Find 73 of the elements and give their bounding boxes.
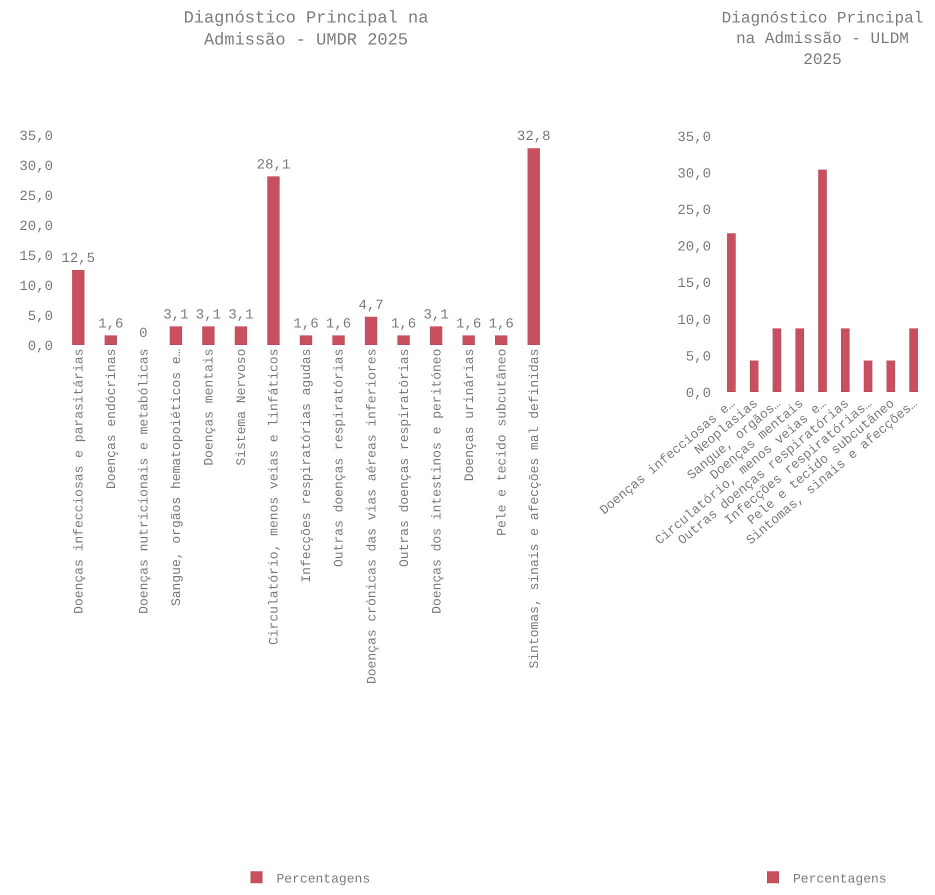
chart-title: Diagnóstico Principal na Admissão - ULDM 2025 bbox=[722, 9, 924, 69]
bar bbox=[840, 328, 850, 392]
x-tick-label: Infecções respiratórias agudas bbox=[299, 348, 314, 583]
data-label: 1,6 bbox=[326, 316, 352, 332]
y-tick-label: 0,0 bbox=[686, 386, 711, 402]
data-label: 1,6 bbox=[390, 316, 416, 332]
x-tick-label: Doenças dos intestinos e peritóneo bbox=[429, 348, 444, 614]
y-tick-label: 5,0 bbox=[686, 349, 711, 366]
y-tick-label: 30,0 bbox=[19, 158, 53, 175]
bar bbox=[750, 360, 758, 392]
y-tick-label: 5,0 bbox=[28, 308, 53, 325]
bar bbox=[332, 335, 345, 345]
y-tick-label: 0,0 bbox=[28, 338, 53, 355]
y-tick-label: 15,0 bbox=[677, 276, 711, 292]
y-tick-label: 35,0 bbox=[19, 128, 53, 145]
y-tick-label: 10,0 bbox=[19, 278, 53, 295]
bar bbox=[430, 326, 442, 345]
bar bbox=[72, 270, 84, 345]
x-tick-label: Outras doenças respiratórias bbox=[396, 348, 412, 568]
bar bbox=[495, 335, 508, 345]
y-tick-label: 30,0 bbox=[677, 166, 711, 182]
x-tick-label: Circulatório, menos veias e linfáticos bbox=[266, 348, 282, 646]
bar bbox=[300, 335, 312, 345]
bar bbox=[886, 360, 896, 392]
bar bbox=[170, 326, 182, 345]
y-tick-label: 20,0 bbox=[677, 240, 711, 256]
y-tick-label: 20,0 bbox=[19, 218, 53, 235]
data-label: 28,1 bbox=[256, 157, 290, 174]
bar bbox=[909, 328, 918, 392]
bar bbox=[202, 326, 215, 345]
bar bbox=[104, 335, 117, 345]
bar bbox=[234, 326, 248, 345]
bar bbox=[528, 148, 540, 345]
y-tick-label: 15,0 bbox=[19, 248, 53, 265]
x-tick-label: Sintomas, sinais e afecções mal definidas bbox=[526, 348, 542, 668]
bar bbox=[462, 335, 475, 345]
y-tick-label: 25,0 bbox=[677, 203, 711, 220]
data-label: 3,1 bbox=[196, 307, 222, 324]
data-label: 12,5 bbox=[61, 251, 96, 267]
x-tick-label: Sistema Nervoso bbox=[234, 348, 250, 466]
chart-title: Diagnóstico Principal na Admissão - UMDR 2025 bbox=[184, 9, 428, 50]
x-tick-label: Doenças endócrinas bbox=[104, 348, 120, 490]
x-tick-label: Pele e tecido subcutâneo bbox=[494, 348, 510, 536]
x-tick-label: Doenças crónicas das vias aéreas inferiores bbox=[364, 348, 380, 684]
bar bbox=[795, 328, 804, 392]
x-tick-label: Sangue, orgãos hematopoiéticos e… bbox=[169, 348, 184, 606]
data-label: 3,1 bbox=[228, 307, 254, 324]
data-label: 1,6 bbox=[98, 316, 124, 332]
data-label: 1,6 bbox=[293, 316, 319, 332]
bar bbox=[364, 316, 378, 345]
y-tick-label: 10,0 bbox=[677, 312, 711, 329]
x-tick-label: Doenças mentais bbox=[202, 348, 217, 466]
x-tick-label: Doenças nutricionais e metabólicas bbox=[136, 348, 152, 614]
bar bbox=[397, 335, 410, 345]
bar bbox=[864, 360, 872, 392]
x-tick-label: Doenças urinárias bbox=[462, 348, 477, 482]
data-label: 3,1 bbox=[163, 307, 188, 324]
data-label: 1,6 bbox=[488, 316, 514, 332]
legend-label: Percentagens bbox=[276, 871, 370, 886]
legend-label: Percentagens bbox=[793, 871, 887, 886]
data-label: 3,1 bbox=[424, 307, 449, 324]
y-tick-label: 35,0 bbox=[677, 130, 711, 146]
bar bbox=[818, 170, 827, 392]
data-label: 1,6 bbox=[456, 316, 482, 332]
x-tick-label: Doenças infecciosas e parasitárias bbox=[71, 348, 86, 614]
x-tick-label: Outras doenças respiratórias bbox=[332, 348, 347, 568]
data-label: 0 bbox=[139, 326, 148, 342]
bar bbox=[267, 176, 280, 345]
bar bbox=[727, 233, 736, 392]
bar bbox=[772, 328, 782, 392]
data-label: 32,8 bbox=[516, 129, 551, 146]
data-label: 4,7 bbox=[358, 298, 384, 314]
y-tick-label: 25,0 bbox=[19, 188, 53, 205]
